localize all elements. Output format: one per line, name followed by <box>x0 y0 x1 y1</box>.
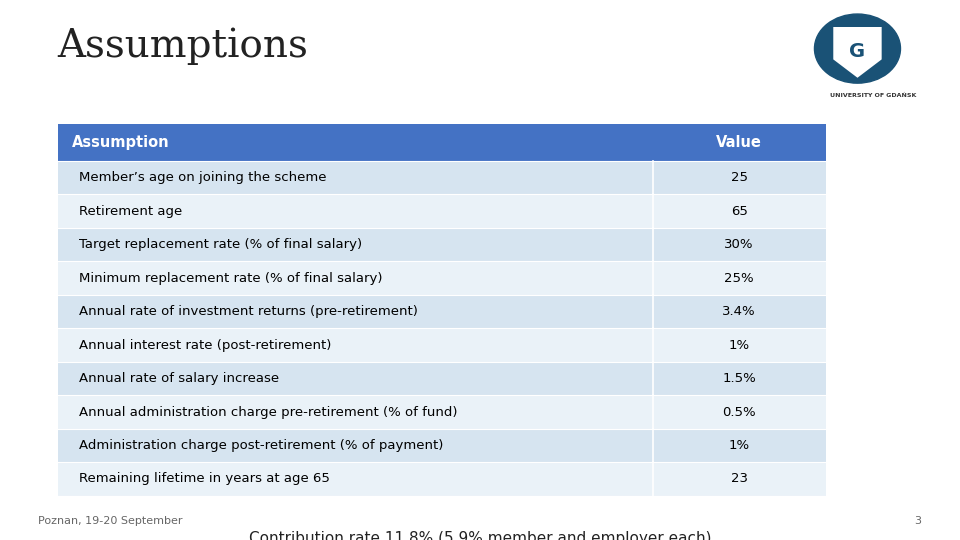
Text: Retirement age: Retirement age <box>79 205 182 218</box>
Text: Value: Value <box>716 135 762 150</box>
FancyBboxPatch shape <box>58 161 826 194</box>
FancyBboxPatch shape <box>58 395 826 429</box>
Text: Contribution rate 11.8% (5.9% member and employer each): Contribution rate 11.8% (5.9% member and… <box>249 531 711 540</box>
Text: 0.5%: 0.5% <box>722 406 756 419</box>
Text: Assumption: Assumption <box>72 135 170 150</box>
Text: 25: 25 <box>731 171 748 184</box>
Text: UNIVERSITY OF GDAŃSK: UNIVERSITY OF GDAŃSK <box>830 92 917 98</box>
Text: Annual rate of investment returns (pre-retirement): Annual rate of investment returns (pre-r… <box>79 305 418 318</box>
FancyBboxPatch shape <box>58 429 826 462</box>
FancyBboxPatch shape <box>58 295 826 328</box>
Text: 3.4%: 3.4% <box>722 305 756 318</box>
FancyBboxPatch shape <box>58 328 826 362</box>
FancyBboxPatch shape <box>58 362 826 395</box>
Text: 1%: 1% <box>729 339 750 352</box>
FancyBboxPatch shape <box>58 462 826 496</box>
Text: Poznan, 19-20 September: Poznan, 19-20 September <box>38 516 183 526</box>
Text: 25%: 25% <box>725 272 754 285</box>
Text: 1.5%: 1.5% <box>722 372 756 385</box>
FancyBboxPatch shape <box>58 228 826 261</box>
Text: Annual interest rate (post-retirement): Annual interest rate (post-retirement) <box>79 339 331 352</box>
Text: Assumptions: Assumptions <box>58 28 308 65</box>
Text: Administration charge post-retirement (% of payment): Administration charge post-retirement (%… <box>79 439 444 452</box>
FancyBboxPatch shape <box>58 261 826 295</box>
Text: Target replacement rate (% of final salary): Target replacement rate (% of final sala… <box>79 238 362 251</box>
Text: 1%: 1% <box>729 439 750 452</box>
Text: Member’s age on joining the scheme: Member’s age on joining the scheme <box>79 171 326 184</box>
Circle shape <box>814 14 900 83</box>
Text: 30%: 30% <box>725 238 754 251</box>
FancyBboxPatch shape <box>58 124 826 161</box>
Text: Annual administration charge pre-retirement (% of fund): Annual administration charge pre-retirem… <box>79 406 457 419</box>
Text: 65: 65 <box>731 205 748 218</box>
FancyBboxPatch shape <box>58 194 826 228</box>
Text: 23: 23 <box>731 472 748 485</box>
Polygon shape <box>833 27 881 78</box>
Text: Remaining lifetime in years at age 65: Remaining lifetime in years at age 65 <box>79 472 329 485</box>
Text: Annual rate of salary increase: Annual rate of salary increase <box>79 372 278 385</box>
Text: G: G <box>850 42 866 62</box>
Text: 3: 3 <box>915 516 922 526</box>
Text: Minimum replacement rate (% of final salary): Minimum replacement rate (% of final sal… <box>79 272 382 285</box>
